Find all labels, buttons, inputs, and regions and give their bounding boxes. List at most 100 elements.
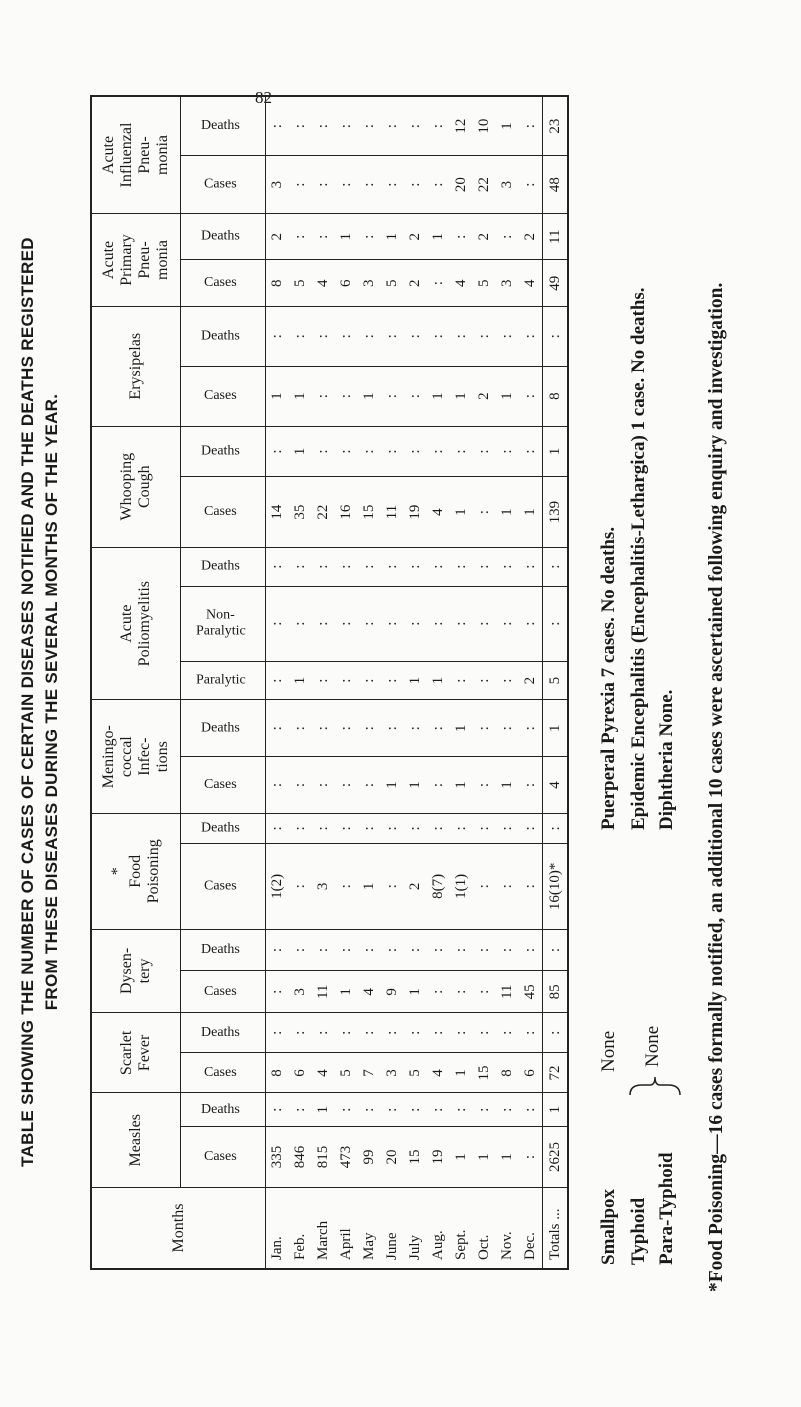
note: Diphtheria None.	[656, 689, 677, 830]
cell: :	[427, 426, 450, 477]
total: :	[542, 929, 568, 971]
cell: :	[450, 586, 473, 662]
group-header: Acute Influenzal Pneu- monia	[91, 96, 181, 214]
cell: 4	[450, 259, 473, 307]
cell: :	[450, 306, 473, 367]
cell: 3	[312, 843, 335, 930]
cell: :	[404, 813, 427, 844]
total: :	[542, 547, 568, 587]
month: Nov.	[496, 1187, 519, 1269]
group-header: Meningo- coccal Infec- tions	[91, 699, 181, 814]
cell: :	[381, 661, 404, 700]
month: Dec.	[519, 1187, 543, 1269]
cell: 846	[289, 1126, 312, 1188]
cell: :	[519, 756, 543, 814]
cell: 3	[496, 259, 519, 307]
cell: :	[335, 426, 358, 477]
cell: 2	[404, 213, 427, 260]
cell: 1(2)	[265, 843, 289, 930]
note: Para-Typhoid	[656, 1152, 677, 1265]
cell: :	[312, 366, 335, 427]
cell: :	[358, 1012, 381, 1053]
cell: 1	[450, 476, 473, 548]
totals-label: Totals ...	[542, 1187, 568, 1269]
cell: :	[473, 813, 496, 844]
cell: 11	[496, 970, 519, 1013]
cell: 1	[450, 699, 473, 757]
months-header: Months	[91, 1187, 266, 1269]
cell: :	[496, 306, 519, 367]
note: Epidemic Encephalitis (Encephalitis-Leth…	[628, 287, 649, 830]
cell: :	[427, 813, 450, 844]
subheader: Deaths	[180, 547, 266, 587]
cell: :	[312, 661, 335, 700]
table-head: Months Measles Scarlet Fever Dysen- tery * F…	[91, 96, 266, 1269]
cell: 7	[358, 1052, 381, 1093]
cell: 6	[519, 1052, 543, 1093]
subheader: Deaths	[180, 213, 266, 260]
total: 23	[542, 96, 568, 156]
cell: :	[312, 586, 335, 662]
cell: :	[427, 96, 450, 156]
cell: 1	[473, 1126, 496, 1188]
footnote: *Food Poisoning—16 cases formally notifi…	[706, 282, 727, 1292]
cell: 335	[265, 1126, 289, 1188]
cell: :	[358, 155, 381, 214]
cell: 1	[381, 756, 404, 814]
cell: :	[289, 813, 312, 844]
cell: :	[473, 586, 496, 662]
cell: :	[289, 756, 312, 814]
subheader-text: Cases	[204, 388, 237, 404]
cell: 8	[265, 259, 289, 307]
month-row: March 815 1 4:11:3::::::22:::4:::	[312, 96, 335, 1269]
cell: 1	[519, 476, 543, 548]
cell: :	[404, 366, 427, 427]
cell: 15	[404, 1126, 427, 1188]
month-row: April 473:5:1::::::::16:::6 1::	[335, 96, 358, 1269]
total: 4	[542, 756, 568, 814]
cell: 1	[289, 426, 312, 477]
cell: 8	[265, 1052, 289, 1093]
subheader: Deaths	[180, 1093, 266, 1127]
cell: :	[335, 756, 358, 814]
subheader: Deaths	[180, 929, 266, 971]
month-row: Oct. 1:15::::::::::::2:5 2 22 10	[473, 96, 496, 1269]
cell: 1	[358, 366, 381, 427]
total: 11	[542, 213, 568, 260]
cell: 2	[519, 213, 543, 260]
total: 48	[542, 155, 568, 214]
subheader-text: Cases	[204, 1149, 237, 1164]
cell: 35	[289, 476, 312, 548]
cell: 11	[381, 476, 404, 548]
subheader-text: Cases	[204, 504, 237, 520]
cell: :	[289, 586, 312, 662]
cell: :	[450, 929, 473, 971]
month-row: Dec.::6:45:::::2::1:::4 2::	[519, 96, 543, 1269]
cell: :	[265, 813, 289, 844]
cell: :	[335, 813, 358, 844]
cell: 10	[473, 96, 496, 156]
cell: 2	[404, 259, 427, 307]
cell: :	[358, 306, 381, 367]
cell: 4	[519, 259, 543, 307]
subheader: Cases	[180, 970, 266, 1013]
cell: :	[519, 155, 543, 214]
cell: 1	[289, 366, 312, 427]
cell: 815	[312, 1126, 335, 1188]
cell: 6	[289, 1052, 312, 1093]
cell: :	[312, 699, 335, 757]
cell: :	[381, 699, 404, 757]
cell: :	[358, 213, 381, 260]
cell: :	[312, 155, 335, 214]
cell: :	[335, 586, 358, 662]
cell: :	[519, 1093, 543, 1127]
subheader-text: Deaths	[201, 942, 240, 958]
total: 85	[542, 970, 568, 1013]
cell: :	[312, 1012, 335, 1053]
cell: :	[427, 929, 450, 971]
cell: :	[496, 843, 519, 930]
subheader-text: Deaths	[201, 1101, 240, 1117]
cell: :	[312, 306, 335, 367]
cell: :	[381, 843, 404, 930]
page-number: 82	[255, 88, 272, 107]
